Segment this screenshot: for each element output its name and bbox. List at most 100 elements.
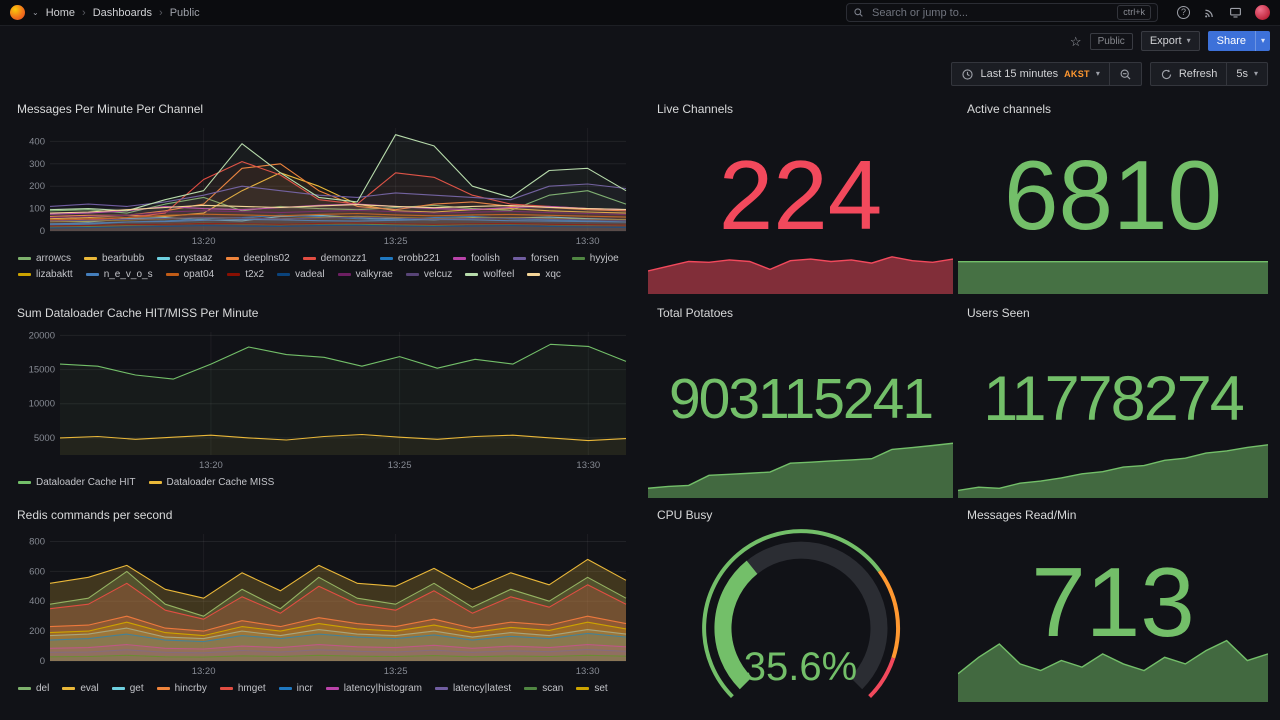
grafana-logo-icon[interactable] xyxy=(10,5,25,20)
legend-item[interactable]: latency|histogram xyxy=(325,683,422,694)
star-icon[interactable]: ☆ xyxy=(1069,33,1082,49)
svg-text:800: 800 xyxy=(29,537,45,548)
legend-item[interactable]: lizabaktt xyxy=(18,269,73,280)
stat-value: 6810 xyxy=(958,122,1268,268)
legend-item[interactable]: t2x2 xyxy=(227,269,264,280)
panel-messages-per-minute: Messages Per Minute Per Channel 0 100 200 3… xyxy=(8,96,640,294)
legend-item[interactable]: vadeal xyxy=(277,269,325,280)
legend-item[interactable]: bearbubb xyxy=(84,253,144,264)
legend-item[interactable]: forsen xyxy=(512,253,559,264)
panel-title[interactable]: Live Channels xyxy=(657,102,734,116)
panel-title[interactable]: Total Potatoes xyxy=(657,306,734,320)
chevron-down-icon[interactable]: ⌄ xyxy=(32,7,39,17)
legend-label: scan xyxy=(542,683,564,694)
legend-item[interactable]: demonzz1 xyxy=(302,253,367,264)
share-button[interactable]: Share xyxy=(1207,31,1255,51)
panel-title[interactable]: Messages Per Minute Per Channel xyxy=(17,102,204,116)
breadcrumb-public[interactable]: Public xyxy=(169,6,200,19)
legend-label: Dataloader Cache HIT xyxy=(36,477,136,488)
legend-item[interactable]: hmget xyxy=(219,683,266,694)
legend-swatch-icon xyxy=(157,257,171,260)
panel-title[interactable]: CPU Busy xyxy=(657,508,713,522)
legend-item[interactable]: xqc xyxy=(527,269,561,280)
panel-title[interactable]: Users Seen xyxy=(967,306,1030,320)
chevron-down-icon: ▾ xyxy=(1260,36,1265,45)
gauge-value: 35.6% xyxy=(743,645,858,689)
legend-label: get xyxy=(129,683,144,694)
cpu-gauge xyxy=(701,529,900,699)
panel-live-channels: Live Channels 224 xyxy=(648,96,953,294)
panel-title[interactable]: Sum Dataloader Cache HIT/MISS Per Minute xyxy=(17,306,259,320)
panel-redis-commands: Redis commands per second 0 200 400 600 800 1… xyxy=(8,502,640,702)
legend-swatch-icon xyxy=(148,481,162,484)
zoom-out-button[interactable] xyxy=(1108,63,1141,85)
time-controls: Last 15 minutes AKST ▾ Refresh 5s ▾ xyxy=(951,62,1268,86)
dataloader-cache-chart[interactable]: 5000 10000 15000 20000 13:20 13:25 13:30 xyxy=(16,324,632,472)
legend-item[interactable]: incr xyxy=(278,683,313,694)
legend-item[interactable]: arrowcs xyxy=(18,253,71,264)
legend-item[interactable]: eval xyxy=(62,683,99,694)
legend-item[interactable]: scan xyxy=(524,683,563,694)
visibility-badge: Public xyxy=(1089,32,1133,50)
svg-text:400: 400 xyxy=(29,596,45,607)
time-range-picker[interactable]: Last 15 minutes AKST ▾ xyxy=(952,63,1108,85)
legend-swatch-icon xyxy=(84,257,98,260)
legend-swatch-icon xyxy=(18,257,31,260)
search-box[interactable]: ctrl+k xyxy=(846,3,1158,22)
legend-item[interactable]: foolish xyxy=(453,253,500,264)
refresh-icon xyxy=(1161,68,1171,79)
monitor-icon[interactable] xyxy=(1229,6,1242,19)
avatar[interactable] xyxy=(1255,5,1270,20)
legend-item[interactable]: get xyxy=(111,683,144,694)
legend-label: velcuz xyxy=(423,269,453,280)
help-icon[interactable]: ? xyxy=(1177,6,1190,19)
legend-item[interactable]: latency|latest xyxy=(435,683,511,694)
share-menu-button[interactable]: ▾ xyxy=(1254,31,1270,51)
legend-label: latency|latest xyxy=(453,683,512,694)
legend-label: del xyxy=(36,683,50,694)
refresh-interval-label: 5s xyxy=(1236,68,1248,80)
export-button[interactable]: Export ▾ xyxy=(1140,31,1200,51)
top-nav: ⌄ Home › Dashboards › Public ctrl+k ? xyxy=(0,0,1280,26)
share-split-button: Share ▾ xyxy=(1207,31,1270,51)
legend-item[interactable]: hincrby xyxy=(156,683,207,694)
panel-title[interactable]: Redis commands per second xyxy=(17,508,173,522)
legend-item[interactable]: wolfeel xyxy=(465,269,514,280)
panel-title[interactable]: Messages Read/Min xyxy=(967,508,1077,522)
breadcrumb-home[interactable]: Home xyxy=(45,6,76,19)
svg-text:15000: 15000 xyxy=(29,365,55,376)
legend-item[interactable]: hyyjoe xyxy=(571,253,619,264)
legend-swatch-icon xyxy=(302,257,316,260)
legend-item[interactable]: erobb221 xyxy=(379,253,440,264)
legend-item[interactable]: valkyrae xyxy=(337,269,393,280)
refresh-interval-picker[interactable]: 5s ▾ xyxy=(1226,63,1267,85)
legend-swatch-icon xyxy=(337,273,351,276)
legend-item[interactable]: set xyxy=(576,683,608,694)
svg-text:13:30: 13:30 xyxy=(576,236,600,247)
legend-item[interactable]: deeplns02 xyxy=(225,253,290,264)
legend-swatch-icon xyxy=(465,273,479,276)
legend-item[interactable]: Dataloader Cache MISS xyxy=(148,477,274,488)
svg-text:200: 200 xyxy=(29,626,45,637)
messages-per-minute-chart[interactable]: 0 100 200 300 400 13:20 13:25 13:30 xyxy=(16,120,632,248)
panel-active-channels: Active channels 6810 xyxy=(958,96,1268,294)
svg-text:100: 100 xyxy=(29,204,45,215)
chevron-down-icon: ▾ xyxy=(1095,69,1100,78)
stat-value: 713 xyxy=(958,528,1268,676)
legend-item[interactable]: n_e_v_o_s xyxy=(85,269,153,280)
rss-icon[interactable] xyxy=(1203,6,1216,19)
sparkline xyxy=(958,634,1268,702)
legend-label: wolfeel xyxy=(483,269,515,280)
refresh-button[interactable]: Refresh xyxy=(1151,63,1227,85)
legend-item[interactable]: crystaaz xyxy=(157,253,213,264)
legend-item[interactable]: Dataloader Cache HIT xyxy=(18,477,136,488)
redis-commands-chart[interactable]: 0 200 400 600 800 13:20 13:25 13:30 xyxy=(16,526,632,678)
legend-item[interactable]: del xyxy=(18,683,49,694)
legend-swatch-icon xyxy=(85,273,99,276)
panel-title[interactable]: Active channels xyxy=(967,102,1052,116)
search-input[interactable] xyxy=(870,5,1112,20)
legend-item[interactable]: opat04 xyxy=(165,269,214,280)
legend-item[interactable]: velcuz xyxy=(405,269,453,280)
legend-label: bearbubb xyxy=(102,253,145,264)
breadcrumb-dashboards[interactable]: Dashboards xyxy=(92,6,153,19)
